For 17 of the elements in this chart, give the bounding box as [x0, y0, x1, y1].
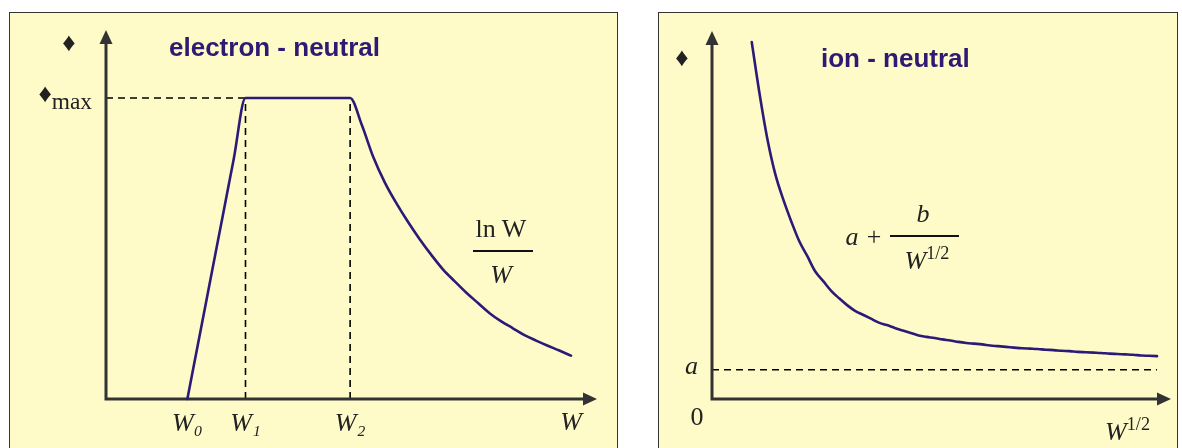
x-axis-title: W$^{1/2}$: [1105, 414, 1150, 446]
text: 0: [690, 402, 704, 431]
chart-title: electron - neutral: [169, 32, 380, 62]
y-axis-title: ♦: [62, 28, 76, 57]
x-tick-label: W₁: [230, 408, 261, 438]
ref-line-label: a: [685, 350, 698, 380]
x-tick-label: W₀: [172, 408, 203, 438]
x-tick-label: W₂: [334, 408, 366, 438]
ref-line-label: ♦$_{max}$: [38, 79, 92, 115]
annotation: a +: [845, 222, 883, 251]
chart-title: ion - neutral: [821, 43, 970, 73]
annotation: b: [916, 199, 930, 228]
annotation: W$^{1/2}$: [904, 243, 950, 275]
x-axis-title: W: [560, 407, 582, 436]
y-axis-title: ♦: [675, 43, 689, 72]
annotation: W: [490, 260, 512, 289]
annotation: ln W: [475, 214, 527, 243]
